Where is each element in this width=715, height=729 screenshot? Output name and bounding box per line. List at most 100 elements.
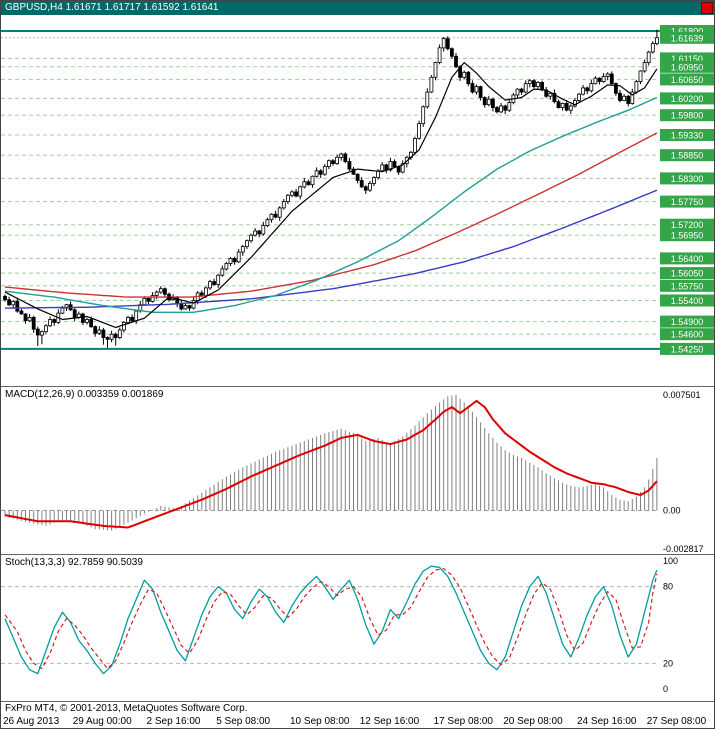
price-level-badge bbox=[660, 229, 714, 242]
candle-body bbox=[548, 92, 553, 97]
candle-body bbox=[618, 92, 622, 101]
candle-body bbox=[19, 310, 24, 315]
stoch-k-line bbox=[4, 565, 658, 675]
candle-body bbox=[536, 82, 540, 88]
price-level-badge-label: 1.58300 bbox=[671, 174, 704, 184]
candle-body bbox=[540, 82, 544, 91]
candle-body bbox=[216, 274, 221, 285]
candle-body bbox=[601, 76, 606, 82]
candle-body bbox=[150, 295, 155, 302]
candle-body bbox=[23, 313, 28, 322]
candle-body bbox=[589, 83, 594, 92]
price-level-badge-label: 1.54900 bbox=[671, 317, 704, 327]
candle-body bbox=[15, 300, 20, 312]
price-level-badge-label: 1.54600 bbox=[671, 330, 704, 340]
candle-body bbox=[490, 98, 495, 108]
candle-body bbox=[413, 138, 417, 153]
candle-body bbox=[573, 100, 577, 107]
stoch-indicator-label: Stoch(13,3,3) 92.7859 90.5039 bbox=[5, 557, 143, 568]
candle-body bbox=[577, 93, 581, 101]
price-level-badge bbox=[660, 73, 714, 86]
candle-body bbox=[638, 70, 643, 82]
candle-body bbox=[343, 153, 348, 162]
time-tick-label: 5 Sep 08:00 bbox=[216, 716, 271, 727]
macd-axis-label: 0.00 bbox=[663, 506, 681, 516]
candle-body bbox=[437, 47, 442, 63]
candle-body bbox=[97, 329, 102, 334]
candle-body bbox=[564, 103, 569, 111]
candle-body bbox=[191, 300, 196, 309]
candle-body bbox=[253, 230, 258, 236]
candle-body bbox=[597, 77, 602, 83]
chart-background bbox=[1, 15, 714, 701]
candle-body bbox=[162, 288, 167, 295]
candle-body bbox=[605, 73, 610, 77]
price-level-badge-label: 1.58850 bbox=[671, 151, 704, 161]
candle-body bbox=[495, 107, 499, 113]
candle-body bbox=[367, 182, 372, 191]
candle-body bbox=[585, 87, 590, 92]
candle-body bbox=[85, 319, 89, 323]
candle-body bbox=[519, 88, 524, 93]
macd-axis-label: -0.002817 bbox=[663, 544, 704, 554]
candle-body bbox=[40, 331, 44, 336]
candle-body bbox=[236, 251, 241, 263]
time-tick-label: 12 Sep 16:00 bbox=[359, 716, 420, 727]
price-level-badge bbox=[660, 92, 714, 105]
price-level-badge-label: 1.57200 bbox=[671, 220, 704, 230]
candle-body bbox=[265, 219, 270, 226]
candle-body bbox=[199, 292, 204, 296]
candle-body bbox=[117, 329, 122, 338]
candle-body bbox=[302, 181, 307, 188]
candle-body bbox=[306, 181, 311, 186]
candle-body bbox=[552, 92, 557, 103]
candle-body bbox=[466, 71, 471, 85]
candle-body bbox=[290, 191, 294, 196]
candle-body bbox=[335, 156, 340, 165]
time-tick-label: 20 Sep 08:00 bbox=[503, 716, 563, 727]
price-level-badge bbox=[660, 31, 714, 44]
stoch-d-line bbox=[4, 568, 658, 670]
time-tick-label: 24 Sep 16:00 bbox=[577, 716, 637, 727]
price-level-badge-label: 1.60650 bbox=[671, 75, 704, 85]
candle-body bbox=[281, 201, 286, 209]
candle-body bbox=[89, 319, 93, 328]
candle-body bbox=[363, 186, 368, 191]
candle-body bbox=[183, 305, 188, 310]
candle-body bbox=[331, 160, 335, 164]
candle-body bbox=[462, 71, 467, 78]
stoch-axis-label: 20 bbox=[663, 658, 673, 668]
candle-body bbox=[449, 48, 454, 57]
candle-body bbox=[48, 319, 52, 327]
candle-body bbox=[400, 163, 405, 173]
candle-body bbox=[322, 166, 327, 175]
price-level-badge-label: 1.56050 bbox=[671, 269, 704, 279]
candle-body bbox=[445, 38, 450, 50]
candle-body bbox=[158, 288, 163, 293]
candle-body bbox=[179, 303, 184, 310]
candle-body bbox=[11, 300, 16, 306]
candle-body bbox=[499, 105, 504, 113]
candle-body bbox=[228, 257, 233, 264]
candle-body bbox=[626, 95, 631, 104]
candle-body bbox=[52, 319, 57, 323]
candle-body bbox=[454, 55, 458, 68]
candle-body bbox=[244, 240, 249, 247]
price-level-badge-label: 1.56400 bbox=[671, 254, 704, 264]
candle-body bbox=[417, 123, 422, 139]
macd-indicator-label: MACD(12,26,9) 0.003359 0.001869 bbox=[5, 389, 164, 400]
time-tick-label: 2 Sep 16:00 bbox=[146, 716, 201, 727]
candle-body bbox=[441, 38, 446, 49]
price-level-badge-label: 1.61639 bbox=[671, 33, 704, 43]
price-level-badge-label: 1.57750 bbox=[671, 197, 704, 207]
price-level-badge bbox=[660, 195, 714, 208]
candle-body bbox=[44, 325, 48, 333]
candle-body bbox=[474, 86, 479, 93]
candle-body bbox=[72, 309, 77, 318]
candle-body bbox=[429, 76, 434, 93]
candle-body bbox=[421, 106, 426, 125]
candle-body bbox=[532, 80, 536, 87]
candle-body bbox=[581, 87, 585, 95]
candle-body bbox=[285, 194, 290, 202]
